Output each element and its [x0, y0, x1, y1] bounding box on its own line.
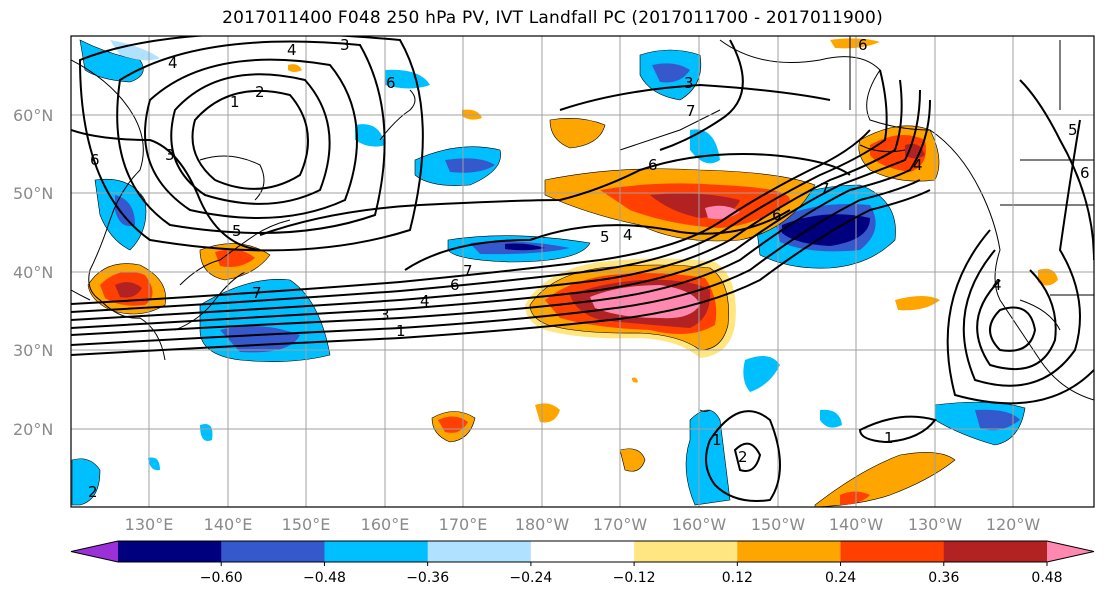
contour-label: 6 [90, 151, 100, 169]
contour-label: 7 [820, 180, 830, 198]
lat-label: 20°N [13, 420, 53, 439]
contour-label: 3 [684, 74, 694, 92]
colorbar-tick-label: 0.24 [825, 570, 856, 586]
map-frame [70, 35, 1095, 508]
lon-label: 130°W [908, 515, 963, 534]
latitude-labels: 60°N 50°N 40°N 30°N 20°N [13, 106, 53, 439]
lat-label: 50°N [13, 184, 53, 203]
colorbar-extend-low [71, 541, 118, 562]
lat-label: 60°N [13, 106, 53, 125]
longitude-labels: 130°E 140°E 150°E 160°E 170°E 180°W 170°… [125, 515, 1041, 534]
colorbar-tick-label: −0.36 [406, 570, 449, 586]
contour-label: 4 [913, 156, 923, 174]
colorbar-segment [737, 541, 842, 562]
contour-label: 7 [686, 102, 696, 120]
colorbar-tick-label: −0.12 [613, 570, 656, 586]
colorbar-tick-label: 0.36 [928, 570, 959, 586]
contour-label: 7 [463, 262, 473, 280]
colorbar-segment [118, 541, 222, 562]
coastline-layer [71, 36, 1094, 412]
lat-label: 30°N [13, 341, 53, 360]
lon-label: 170°W [593, 515, 648, 534]
colorbar-segment [530, 541, 635, 562]
contour-label: 2 [255, 83, 265, 101]
lon-label: 150°W [751, 515, 806, 534]
contour-label: 6 [648, 156, 658, 174]
lon-label: 120°W [986, 515, 1041, 534]
colorbar-extend-high [1047, 541, 1094, 562]
contour-label: 4 [168, 54, 178, 72]
contour-label: 1 [884, 429, 894, 447]
lon-label: 160°W [672, 515, 727, 534]
contour-label: 5 [232, 222, 242, 240]
contour-label: 1 [712, 431, 722, 449]
contour-label: 4 [287, 41, 297, 59]
lon-label: 140°E [204, 515, 253, 534]
pv-contour-labels: 1 2 3 4 4 3 6 6 5 7 1 3 4 6 7 5 4 6 7 3 … [88, 36, 1090, 501]
lon-label: 130°E [125, 515, 174, 534]
contour-label: 3 [380, 306, 390, 324]
contour-label: 5 [1068, 121, 1078, 139]
colorbar-segment [943, 541, 1048, 562]
contour-label: 6 [450, 276, 460, 294]
contour-label: 6 [1080, 164, 1090, 182]
contour-label: 3 [165, 146, 175, 164]
colorbar: −0.60 −0.48 −0.36 −0.24 −0.12 0.12 0.24 0.36 0.4… [70, 540, 1095, 586]
colorbar-outline [70, 540, 1095, 563]
contour-label: 2 [88, 483, 98, 501]
colorbar-tick-label: −0.48 [303, 570, 346, 586]
lon-label: 140°W [829, 515, 884, 534]
contour-label: 6 [858, 36, 868, 54]
contour-label: 3 [340, 36, 350, 54]
lon-label: 180°W [515, 515, 570, 534]
contour-label: 4 [623, 226, 633, 244]
contour-label: 4 [420, 292, 430, 310]
colorbar-tick-label: −0.24 [509, 570, 552, 586]
contour-label: 4 [992, 276, 1002, 294]
contour-label: 6 [386, 74, 396, 92]
contour-label: 7 [252, 284, 262, 302]
lon-label: 170°E [439, 515, 488, 534]
lon-label: 150°E [282, 515, 331, 534]
colorbar-segment [634, 541, 738, 562]
contour-label: 6 [772, 206, 782, 224]
lat-label: 40°N [13, 263, 53, 282]
contour-label: 2 [738, 448, 748, 466]
pv-contour-layer [71, 36, 1094, 502]
contour-label: 1 [230, 93, 240, 111]
colorbar-segment [840, 541, 945, 562]
colorbar-tick-label: 0.12 [722, 570, 753, 586]
contour-label: 1 [396, 322, 406, 340]
colorbar-segment [221, 541, 325, 562]
contour-label: 5 [600, 228, 610, 246]
colorbar-segment [324, 541, 429, 562]
map-title: 2017011400 F048 250 hPa PV, IVT Landfall… [222, 8, 883, 28]
lon-label: 160°E [361, 515, 410, 534]
graticule [71, 36, 1094, 507]
colorbar-tick-label: −0.60 [200, 570, 243, 586]
colorbar-segment [427, 541, 532, 562]
colorbar-tick-label: 0.48 [1031, 570, 1062, 586]
